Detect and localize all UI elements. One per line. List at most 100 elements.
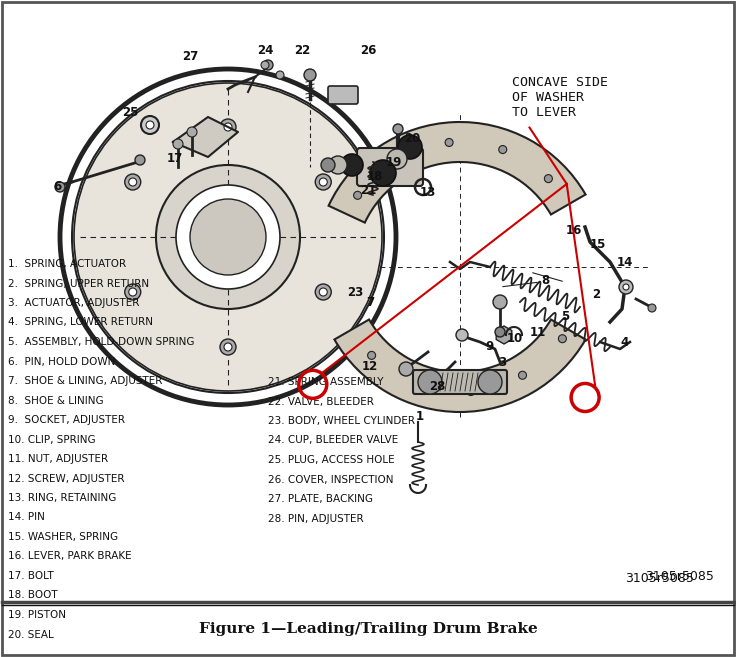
Circle shape	[518, 371, 526, 379]
Text: 17. BOLT: 17. BOLT	[8, 571, 54, 581]
Text: 6.  PIN, HOLD DOWN: 6. PIN, HOLD DOWN	[8, 357, 116, 367]
Circle shape	[263, 60, 273, 70]
Text: 20. SEAL: 20. SEAL	[8, 629, 54, 639]
Text: 23: 23	[347, 286, 363, 298]
Text: 6: 6	[53, 181, 61, 194]
Text: 3.  ACTUATOR, ADJUSTER: 3. ACTUATOR, ADJUSTER	[8, 298, 139, 308]
Circle shape	[413, 380, 421, 388]
Text: 17: 17	[167, 152, 183, 166]
Text: 2.  SPRING, UPPER RETURN: 2. SPRING, UPPER RETURN	[8, 279, 149, 288]
Text: 7.  SHOE & LINING, ADJUSTER: 7. SHOE & LINING, ADJUSTER	[8, 376, 163, 386]
Circle shape	[74, 83, 382, 391]
Circle shape	[315, 174, 331, 190]
Text: 22. VALVE, BLEEDER: 22. VALVE, BLEEDER	[268, 397, 374, 407]
Circle shape	[445, 139, 453, 147]
Circle shape	[276, 71, 284, 79]
Circle shape	[261, 61, 269, 69]
Circle shape	[124, 174, 141, 190]
Circle shape	[399, 362, 413, 376]
Text: 4.  SPRING, LOWER RETURN: 4. SPRING, LOWER RETURN	[8, 317, 153, 327]
Circle shape	[394, 155, 402, 163]
Circle shape	[367, 351, 375, 359]
Text: 7: 7	[366, 296, 374, 309]
Text: 27. PLATE, BACKING: 27. PLATE, BACKING	[268, 494, 373, 504]
Circle shape	[220, 119, 236, 135]
Text: 13: 13	[420, 185, 436, 198]
Text: 3105r5085: 3105r5085	[626, 572, 695, 585]
Text: 14: 14	[617, 256, 633, 269]
Circle shape	[146, 121, 154, 129]
Text: 5: 5	[561, 311, 569, 323]
Text: 1.  SPRING, ACTUATOR: 1. SPRING, ACTUATOR	[8, 259, 126, 269]
Text: 2: 2	[592, 288, 600, 300]
FancyBboxPatch shape	[328, 86, 358, 104]
Circle shape	[393, 124, 403, 134]
Text: 15. WASHER, SPRING: 15. WASHER, SPRING	[8, 532, 118, 542]
Text: 25. PLUG, ACCESS HOLE: 25. PLUG, ACCESS HOLE	[268, 455, 394, 465]
Circle shape	[224, 123, 232, 131]
Text: 9: 9	[486, 340, 494, 353]
Text: 21. SPRING ASSEMBLY: 21. SPRING ASSEMBLY	[268, 377, 383, 387]
Circle shape	[319, 178, 328, 186]
Text: 24: 24	[257, 43, 273, 57]
Circle shape	[648, 304, 656, 312]
Text: 27: 27	[182, 51, 198, 64]
Circle shape	[319, 288, 328, 296]
Circle shape	[619, 280, 633, 294]
Circle shape	[559, 334, 567, 343]
Circle shape	[353, 191, 361, 199]
Circle shape	[224, 343, 232, 351]
Polygon shape	[173, 117, 238, 157]
Circle shape	[129, 288, 137, 296]
Circle shape	[315, 284, 331, 300]
Text: 21: 21	[360, 183, 376, 196]
Text: 16: 16	[566, 223, 582, 237]
FancyBboxPatch shape	[357, 148, 423, 186]
Circle shape	[55, 182, 65, 192]
Text: 16. LEVER, PARK BRAKE: 16. LEVER, PARK BRAKE	[8, 551, 132, 562]
Text: 28. PIN, ADJUSTER: 28. PIN, ADJUSTER	[268, 514, 364, 524]
Text: 25: 25	[122, 106, 138, 120]
Text: 19. PISTON: 19. PISTON	[8, 610, 66, 620]
Text: 26: 26	[360, 43, 376, 57]
Text: 11. NUT, ADJUSTER: 11. NUT, ADJUSTER	[8, 454, 108, 464]
Text: 13. RING, RETAINING: 13. RING, RETAINING	[8, 493, 116, 503]
Wedge shape	[328, 122, 586, 223]
Circle shape	[398, 135, 422, 159]
Text: 8.  SHOE & LINING: 8. SHOE & LINING	[8, 396, 104, 405]
Text: 4: 4	[621, 336, 629, 348]
Circle shape	[176, 185, 280, 289]
Text: 10. CLIP, SPRING: 10. CLIP, SPRING	[8, 434, 96, 445]
Circle shape	[129, 178, 137, 186]
Circle shape	[478, 370, 502, 394]
Text: 14. PIN: 14. PIN	[8, 512, 45, 522]
Text: Figure 1—Leading/Trailing Drum Brake: Figure 1—Leading/Trailing Drum Brake	[199, 622, 537, 636]
Text: 23. BODY, WHEEL CYLINDER: 23. BODY, WHEEL CYLINDER	[268, 416, 415, 426]
Circle shape	[418, 370, 442, 394]
Wedge shape	[334, 319, 586, 412]
Text: 11: 11	[530, 325, 546, 338]
Text: 8: 8	[541, 275, 549, 288]
Circle shape	[321, 158, 335, 172]
Circle shape	[156, 165, 300, 309]
Text: 18: 18	[367, 171, 383, 183]
FancyBboxPatch shape	[413, 370, 507, 394]
Text: 3105r5085: 3105r5085	[645, 570, 715, 583]
Circle shape	[623, 284, 629, 290]
Text: 5.  ASSEMBLY, HOLD-DOWN SPRING: 5. ASSEMBLY, HOLD-DOWN SPRING	[8, 337, 194, 347]
Circle shape	[467, 388, 475, 396]
Circle shape	[456, 329, 468, 341]
Circle shape	[341, 154, 363, 176]
Circle shape	[545, 175, 553, 183]
Circle shape	[220, 339, 236, 355]
Text: 20: 20	[404, 133, 420, 145]
Text: 24. CUP, BLEEDER VALVE: 24. CUP, BLEEDER VALVE	[268, 436, 398, 445]
Text: 12: 12	[362, 361, 378, 373]
Circle shape	[329, 156, 347, 174]
Text: 3: 3	[498, 355, 506, 369]
Text: 26. COVER, INSPECTION: 26. COVER, INSPECTION	[268, 474, 394, 484]
Text: CONCAVE SIDE
OF WASHER
TO LEVER: CONCAVE SIDE OF WASHER TO LEVER	[512, 76, 607, 118]
Text: 28: 28	[429, 380, 445, 394]
Circle shape	[493, 295, 507, 309]
Circle shape	[190, 199, 266, 275]
